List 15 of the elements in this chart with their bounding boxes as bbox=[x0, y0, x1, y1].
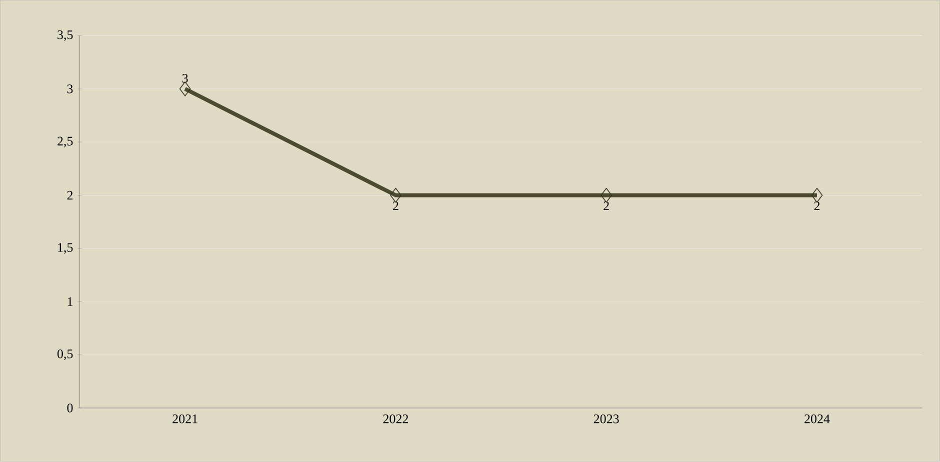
y-tick-label: 2,5 bbox=[58, 136, 73, 148]
data-label: 2 bbox=[604, 202, 609, 210]
x-tick-label: 2022 bbox=[383, 414, 408, 424]
y-tick-label: 0,5 bbox=[57, 350, 73, 360]
data-label: 3 bbox=[182, 74, 188, 83]
x-tick-label: 2021 bbox=[172, 414, 198, 424]
data-label: 2 bbox=[814, 202, 820, 210]
y-tick-label: 0 bbox=[67, 404, 73, 412]
y-tick-label: 3,5 bbox=[58, 30, 73, 42]
y-tick-label: 1,5 bbox=[58, 243, 73, 254]
y-tick-label: 3 bbox=[67, 84, 73, 94]
x-tick-label: 2024 bbox=[804, 414, 830, 424]
y-tick-label: 2 bbox=[67, 191, 72, 200]
y-tick-label: 1 bbox=[68, 297, 72, 306]
x-tick-label: 2023 bbox=[594, 414, 619, 424]
